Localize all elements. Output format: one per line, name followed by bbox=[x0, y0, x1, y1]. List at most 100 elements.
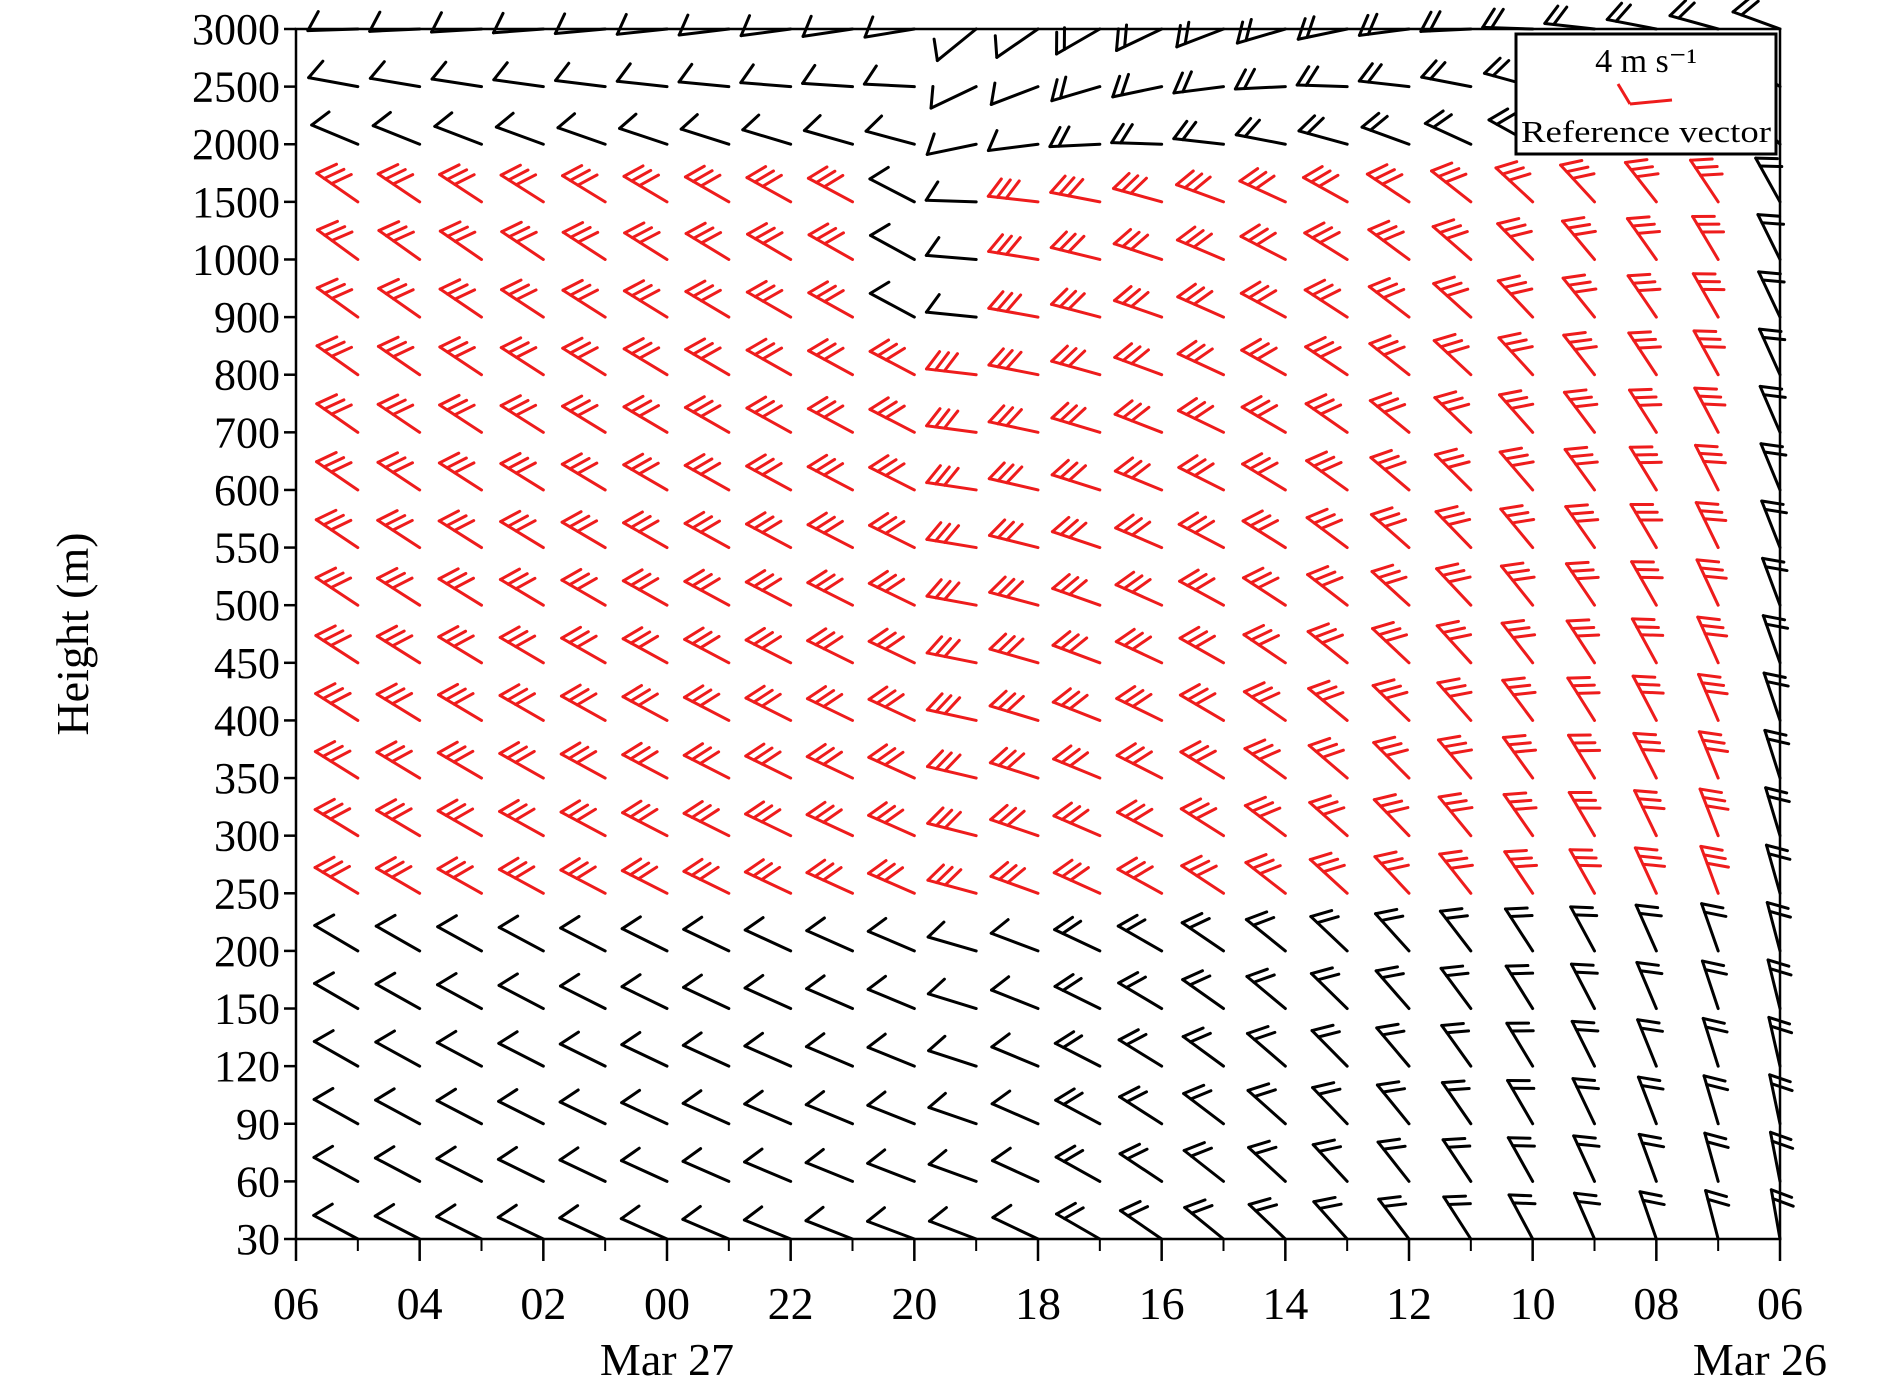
wind-barb bbox=[376, 335, 422, 377]
wind-barb bbox=[622, 164, 669, 204]
wind-barb bbox=[1113, 456, 1164, 492]
wind-barb bbox=[744, 742, 793, 780]
wind-barb bbox=[1241, 566, 1287, 607]
wind-barb bbox=[1050, 75, 1102, 103]
y-tick-label: 400 bbox=[214, 696, 280, 745]
wind-barb bbox=[1050, 458, 1102, 492]
wind-barb bbox=[989, 861, 1040, 895]
wind-barb bbox=[1374, 907, 1411, 953]
y-tick-label: 60 bbox=[236, 1157, 280, 1206]
wind-barb bbox=[1432, 275, 1473, 319]
wind-barb bbox=[618, 112, 669, 146]
wind-barb bbox=[1441, 1137, 1473, 1183]
wind-barb bbox=[677, 62, 731, 89]
wind-barb bbox=[681, 1031, 731, 1068]
wind-barb bbox=[991, 1146, 1040, 1183]
wind-barb bbox=[1111, 72, 1164, 99]
wind-barb bbox=[1560, 216, 1597, 261]
wind-barb bbox=[1563, 445, 1599, 492]
wind-barb bbox=[1311, 1138, 1349, 1183]
wind-barb bbox=[437, 567, 483, 607]
wind-barb bbox=[743, 858, 793, 895]
wind-barb bbox=[805, 685, 854, 722]
wind-barb bbox=[677, 13, 731, 37]
wind-barb bbox=[868, 338, 916, 377]
wind-barb bbox=[621, 683, 669, 722]
wind-barb bbox=[746, 222, 793, 261]
wind-barb bbox=[1244, 853, 1287, 895]
wind-barb bbox=[1754, 156, 1784, 204]
wind-barb bbox=[682, 915, 731, 953]
wind-barb bbox=[559, 914, 607, 953]
wind-barb bbox=[1631, 674, 1665, 722]
wind-barb bbox=[805, 858, 854, 895]
wind-barb bbox=[315, 451, 360, 492]
wind-barb bbox=[987, 347, 1040, 377]
wind-barb bbox=[1050, 401, 1102, 434]
wind-barb bbox=[1434, 505, 1473, 550]
wind-barb bbox=[807, 280, 854, 319]
wind-barb bbox=[620, 857, 669, 895]
wind-barb bbox=[745, 453, 793, 492]
wind-barb bbox=[868, 280, 916, 319]
wind-barb bbox=[559, 857, 607, 895]
date-label: Mar 27 bbox=[600, 1334, 734, 1382]
wind-barb bbox=[1564, 560, 1600, 607]
wind-barb bbox=[1181, 969, 1225, 1011]
wind-barb bbox=[925, 350, 978, 377]
y-tick-label: 700 bbox=[214, 408, 280, 457]
wind-barb bbox=[1630, 617, 1665, 665]
wind-barb bbox=[561, 336, 607, 377]
wind-barb bbox=[987, 290, 1040, 319]
wind-barb bbox=[1696, 615, 1729, 665]
wind-barb bbox=[1235, 18, 1287, 45]
wind-barb bbox=[559, 741, 607, 780]
wind-barb bbox=[1628, 387, 1663, 434]
wind-barb bbox=[375, 624, 422, 665]
wind-barb bbox=[683, 164, 731, 204]
wind-barb bbox=[1373, 850, 1411, 895]
wind-barb bbox=[1369, 448, 1411, 492]
wind-barb bbox=[1240, 337, 1287, 377]
wind-barb bbox=[987, 233, 1040, 261]
wind-barb bbox=[438, 336, 483, 377]
y-tick-label: 1500 bbox=[192, 178, 280, 227]
wind-barb bbox=[1307, 736, 1349, 780]
wind-barb bbox=[1498, 389, 1535, 434]
wind-barb bbox=[497, 1030, 545, 1068]
wind-barb bbox=[807, 338, 854, 377]
wind-barb bbox=[316, 219, 360, 261]
wind-barb bbox=[681, 1089, 731, 1126]
x-tick-label: 04 bbox=[397, 1278, 443, 1329]
wind-barb bbox=[1496, 217, 1535, 261]
wind-barb bbox=[315, 162, 360, 204]
wind-barb bbox=[926, 806, 978, 838]
wind-barb bbox=[926, 977, 978, 1011]
wind-barb bbox=[743, 1147, 793, 1183]
wind-barb bbox=[435, 1203, 483, 1241]
x-tick-label: 16 bbox=[1139, 1278, 1185, 1329]
wind-barb bbox=[1240, 395, 1287, 434]
wind-barb bbox=[1501, 676, 1537, 722]
wind-barb bbox=[368, 60, 422, 89]
wind-barb bbox=[1245, 1025, 1287, 1068]
wind-barb bbox=[1176, 397, 1225, 434]
wind-barb bbox=[986, 177, 1040, 204]
wind-barb bbox=[869, 222, 916, 261]
wind-barb bbox=[1306, 622, 1349, 665]
wind-barb bbox=[1181, 1026, 1225, 1068]
wind-barb bbox=[621, 626, 669, 665]
wind-barb bbox=[1367, 277, 1411, 319]
wind-barb bbox=[1172, 70, 1225, 95]
wind-barb bbox=[806, 395, 854, 434]
wind-barb bbox=[1562, 388, 1599, 434]
wind-barb bbox=[745, 511, 793, 550]
y-axis-ticks: 30 60 90 120 150 200 250 300 350 400 450 500 550 600 7… bbox=[192, 5, 296, 1264]
wind-barb bbox=[1375, 1022, 1411, 1068]
wind-barb bbox=[496, 1203, 545, 1241]
wind-barb bbox=[925, 132, 978, 156]
wind-barb bbox=[1357, 62, 1411, 89]
wind-barb bbox=[1303, 221, 1349, 261]
y-tick-label: 450 bbox=[214, 639, 280, 688]
wind-barb bbox=[805, 916, 854, 953]
